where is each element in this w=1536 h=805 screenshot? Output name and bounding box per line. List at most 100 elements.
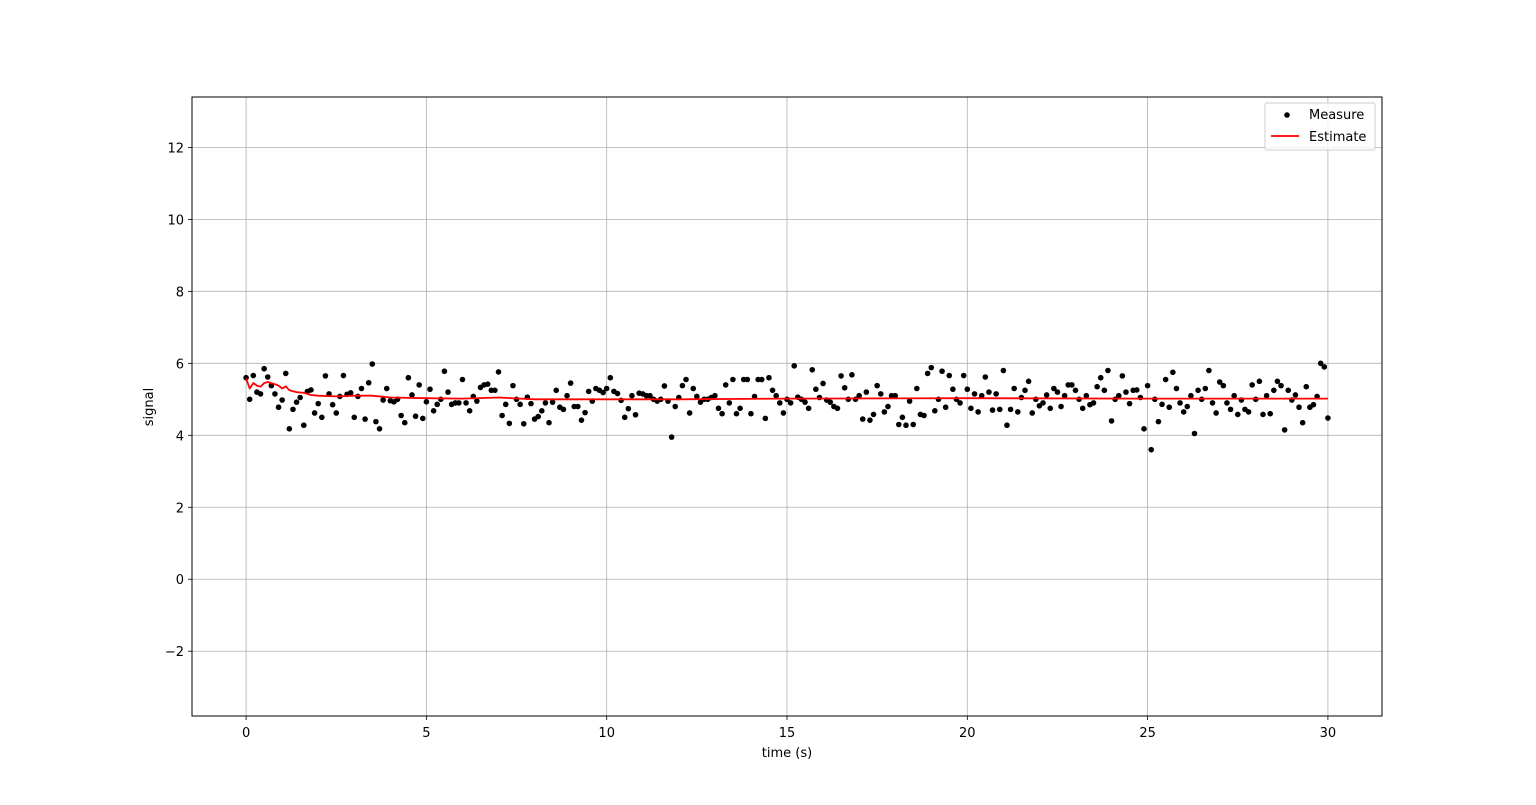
legend: Measure Estimate bbox=[1264, 102, 1376, 151]
measure-point bbox=[401, 419, 408, 426]
measure-point bbox=[621, 414, 628, 421]
measure-point bbox=[246, 396, 253, 403]
measure-point bbox=[1047, 405, 1054, 412]
x-tick-label: 0 bbox=[242, 726, 250, 741]
measure-point bbox=[1188, 392, 1194, 399]
measure-point bbox=[456, 400, 462, 406]
measure-point bbox=[250, 372, 257, 379]
x-tick-label: 15 bbox=[779, 726, 796, 741]
measure-point bbox=[683, 376, 689, 383]
measure-point bbox=[1267, 410, 1274, 417]
estimate-series bbox=[245, 378, 1328, 401]
measure-point bbox=[282, 370, 289, 377]
x-tick-label: 10 bbox=[598, 726, 615, 741]
measure-point bbox=[791, 363, 798, 369]
measure-point bbox=[1173, 385, 1180, 392]
measure-point bbox=[1184, 403, 1191, 410]
measure-point bbox=[834, 405, 841, 412]
measure-point bbox=[1004, 422, 1010, 429]
measure-point bbox=[712, 392, 718, 399]
measure-point bbox=[261, 365, 267, 372]
measure-point bbox=[694, 393, 700, 400]
measure-point bbox=[409, 392, 415, 398]
measure-point bbox=[311, 410, 318, 416]
measure-point bbox=[758, 376, 765, 383]
measure-point bbox=[319, 414, 325, 421]
measure-point bbox=[899, 414, 906, 421]
measure-point bbox=[629, 392, 635, 399]
measure-point bbox=[1220, 382, 1227, 389]
measure-point bbox=[1231, 392, 1237, 399]
measure-point bbox=[816, 394, 823, 401]
measure-point bbox=[805, 405, 812, 412]
measure-point bbox=[733, 410, 740, 417]
measure-point bbox=[776, 400, 783, 406]
measure-point bbox=[419, 415, 426, 422]
measure-point bbox=[719, 410, 725, 417]
measure-point bbox=[1317, 360, 1324, 367]
axes-ticks: 0 5 10 15 20 25 30 −2 0 2 4 6 8 10 12 bbox=[165, 141, 1336, 741]
measure-point bbox=[957, 400, 963, 406]
measure-point bbox=[960, 372, 967, 379]
measure-point bbox=[1079, 405, 1086, 412]
measure-point bbox=[257, 391, 264, 397]
measure-point bbox=[1292, 392, 1299, 398]
measure-point bbox=[809, 366, 816, 373]
measure-point bbox=[986, 389, 992, 395]
measure-point bbox=[564, 392, 570, 399]
measure-point bbox=[560, 406, 567, 413]
measure-point bbox=[333, 410, 340, 416]
measure-point bbox=[430, 408, 437, 414]
measure-point bbox=[1263, 392, 1270, 399]
measure-point bbox=[748, 410, 754, 417]
measure-point bbox=[1278, 382, 1284, 389]
legend-estimate-label: Estimate bbox=[1309, 130, 1366, 145]
measure-point bbox=[1321, 364, 1328, 370]
measure-point bbox=[632, 411, 639, 418]
measure-point bbox=[1014, 409, 1021, 415]
measure-point bbox=[1061, 392, 1068, 399]
measure-point bbox=[906, 398, 913, 404]
measure-point bbox=[585, 388, 592, 395]
measure-point bbox=[1166, 404, 1173, 411]
measure-point bbox=[383, 385, 390, 392]
measure-point bbox=[1180, 409, 1187, 415]
measure-point bbox=[603, 385, 610, 392]
measure-point bbox=[1033, 396, 1039, 403]
measure-point bbox=[340, 372, 347, 379]
measure-point bbox=[1144, 382, 1151, 389]
measure-point bbox=[549, 399, 556, 405]
measure-point bbox=[373, 418, 379, 425]
measure-point bbox=[607, 374, 614, 381]
measure-point bbox=[921, 412, 927, 419]
legend-measure-label: Measure bbox=[1309, 108, 1364, 123]
measure-point bbox=[877, 391, 884, 397]
measure-point bbox=[380, 397, 386, 403]
measure-point bbox=[935, 396, 942, 403]
measure-point bbox=[322, 373, 329, 379]
measure-point bbox=[542, 400, 549, 406]
measure-point bbox=[376, 426, 383, 432]
measure-point bbox=[1245, 409, 1252, 415]
measure-point bbox=[762, 415, 769, 422]
measure-point bbox=[863, 389, 870, 395]
measure-point bbox=[1094, 383, 1100, 390]
measure-point bbox=[438, 396, 444, 403]
measure-point bbox=[538, 408, 545, 414]
measure-point bbox=[982, 374, 989, 380]
legend-box bbox=[1264, 102, 1376, 151]
measure-point bbox=[942, 404, 949, 411]
measure-point bbox=[365, 379, 372, 386]
measure-point bbox=[1285, 387, 1292, 394]
measure-point bbox=[928, 364, 935, 371]
measure-point bbox=[1303, 383, 1310, 390]
measure-point bbox=[932, 408, 938, 414]
measure-point bbox=[661, 383, 668, 389]
measure-point bbox=[412, 413, 419, 420]
measure-point bbox=[495, 369, 502, 375]
measure-point bbox=[1058, 403, 1064, 410]
measure-series bbox=[243, 360, 1331, 453]
measure-point bbox=[1281, 427, 1288, 433]
measure-point bbox=[1191, 430, 1198, 437]
